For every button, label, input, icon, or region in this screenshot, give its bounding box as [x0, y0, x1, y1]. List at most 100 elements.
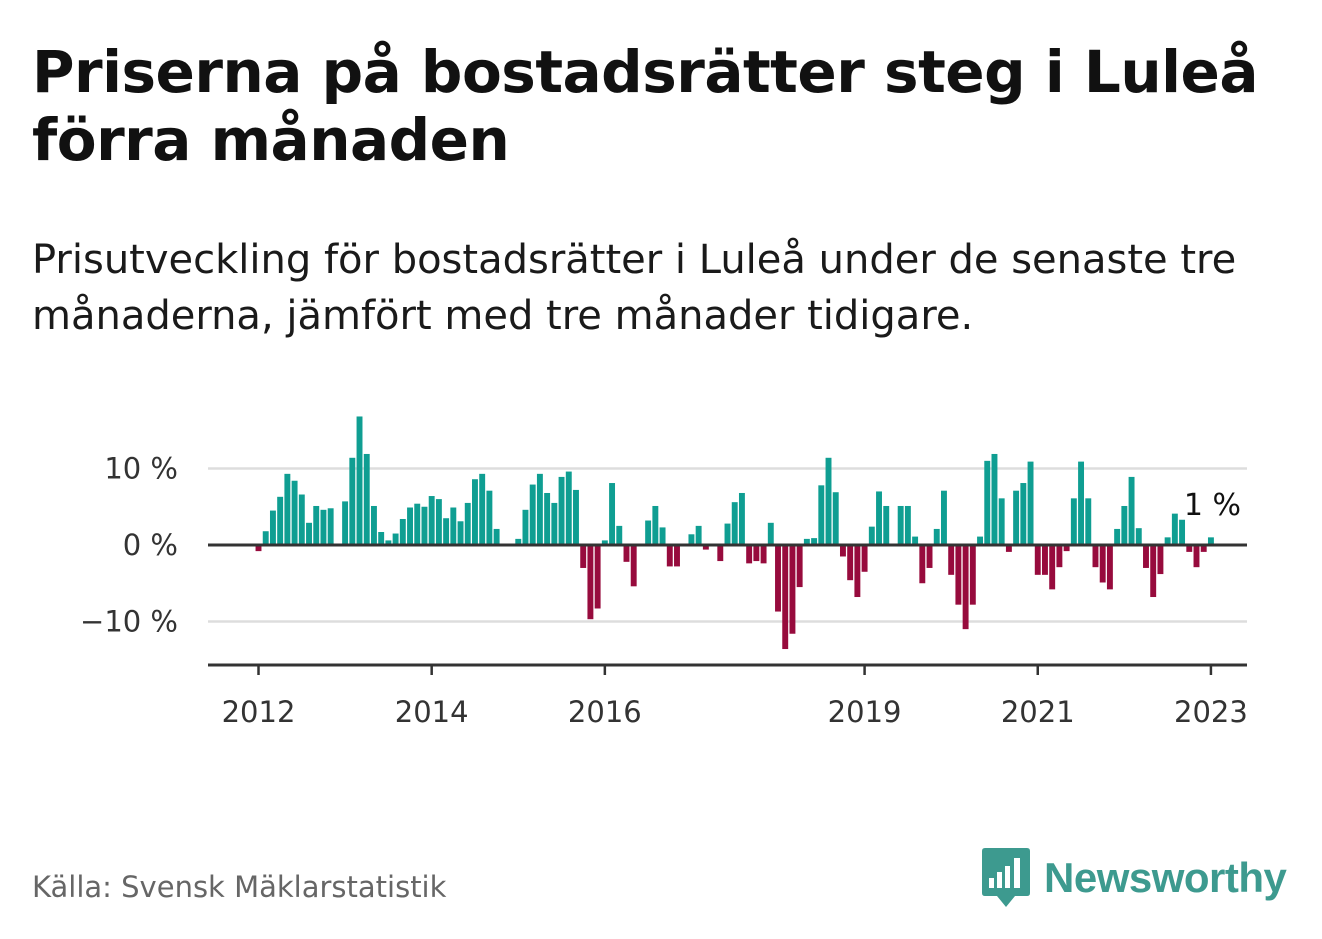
bar — [760, 545, 767, 564]
bar — [464, 502, 471, 545]
bar — [486, 490, 493, 545]
axes — [208, 543, 1247, 675]
x-tick-label: 2016 — [568, 695, 642, 729]
bar — [421, 506, 428, 545]
bar — [1056, 545, 1063, 568]
bar — [327, 508, 334, 545]
bar — [342, 501, 349, 545]
bar — [630, 545, 637, 587]
bar — [1157, 545, 1164, 575]
bar — [1070, 498, 1077, 545]
labels: 10 % 0 % −10 % 2012 2014 2016 2019 2021 2023 1 % — [80, 452, 1248, 730]
bar — [306, 522, 312, 545]
bar — [1193, 545, 1200, 568]
bar — [609, 483, 616, 545]
bar — [717, 545, 724, 562]
bar — [385, 540, 392, 545]
chart-title: Priserna på bostadsrätter steg i Luleå f… — [32, 38, 1259, 174]
bar — [522, 509, 529, 545]
bar — [789, 545, 796, 634]
bar — [1200, 545, 1207, 552]
brand-name: Newsworthy — [1044, 854, 1287, 901]
source-note: Källa: Svensk Mäklarstatistik — [32, 870, 447, 904]
bar — [1049, 545, 1056, 590]
bar — [1186, 545, 1193, 552]
bar — [399, 518, 406, 545]
bar — [1027, 461, 1034, 545]
x-tick-label: 2012 — [222, 695, 296, 729]
bar — [803, 538, 810, 545]
bar — [1114, 528, 1121, 546]
gridlines — [208, 467, 1247, 623]
bar — [573, 489, 579, 545]
bar-chart-speech-bubble-icon — [982, 848, 1030, 907]
bar — [428, 496, 435, 545]
bar — [1020, 483, 1027, 545]
bar — [868, 526, 875, 545]
bar — [731, 502, 738, 545]
bar — [601, 540, 608, 545]
bar — [897, 505, 904, 545]
bar — [1092, 545, 1099, 568]
bar — [414, 503, 421, 545]
bar — [370, 505, 377, 545]
bar — [854, 545, 861, 598]
bar — [919, 545, 926, 584]
bar — [1143, 545, 1149, 568]
y-tick-label: 10 % — [104, 452, 178, 486]
bar — [1135, 528, 1142, 545]
x-tick-label: 2019 — [828, 695, 902, 729]
bar — [926, 545, 933, 568]
bar — [594, 545, 601, 609]
bar-chart: 10 % 0 % −10 % 2012 2014 2016 2019 2021 2023 1 % — [80, 416, 1248, 730]
bar — [702, 545, 709, 550]
bar — [472, 479, 478, 545]
bar — [933, 528, 940, 546]
bar — [1121, 505, 1128, 545]
bar — [767, 522, 774, 545]
bar — [457, 521, 464, 545]
bar — [984, 460, 991, 545]
newsworthy-logo[interactable]: Newsworthy — [982, 848, 1287, 908]
chart-subtitle: Prisutveckling för bostadsrätter i Luleå… — [32, 237, 1237, 339]
bar — [753, 545, 760, 562]
bar — [969, 545, 976, 605]
bar — [883, 505, 890, 545]
x-tick-label: 2014 — [395, 695, 469, 729]
bar — [839, 545, 846, 557]
bar — [1164, 537, 1171, 545]
bar — [1013, 490, 1020, 545]
bar — [904, 505, 911, 545]
bar — [738, 492, 745, 545]
bar — [1034, 545, 1041, 575]
bar — [1171, 513, 1178, 545]
bar — [277, 496, 284, 546]
bar — [515, 538, 522, 545]
bar — [565, 471, 572, 545]
bar — [1128, 476, 1135, 545]
bar — [847, 545, 854, 581]
bar — [818, 485, 825, 545]
bar — [724, 523, 731, 545]
bar — [977, 536, 983, 546]
bar — [955, 545, 962, 605]
bar — [356, 416, 363, 545]
bar — [1063, 545, 1070, 552]
bar — [861, 545, 868, 572]
bar — [811, 538, 818, 546]
bar — [551, 502, 558, 545]
bar — [1106, 545, 1113, 590]
bar — [349, 457, 356, 545]
bar — [1179, 519, 1186, 545]
x-tick-label: 2021 — [1001, 695, 1075, 729]
bar — [544, 492, 551, 545]
bar — [688, 534, 695, 545]
bar — [298, 494, 305, 545]
bar — [695, 525, 702, 546]
bar — [580, 545, 587, 568]
y-tick-label: 0 % — [123, 528, 178, 562]
bar — [652, 505, 659, 545]
bar — [941, 490, 947, 545]
bar — [587, 545, 594, 620]
bar — [1150, 545, 1157, 598]
